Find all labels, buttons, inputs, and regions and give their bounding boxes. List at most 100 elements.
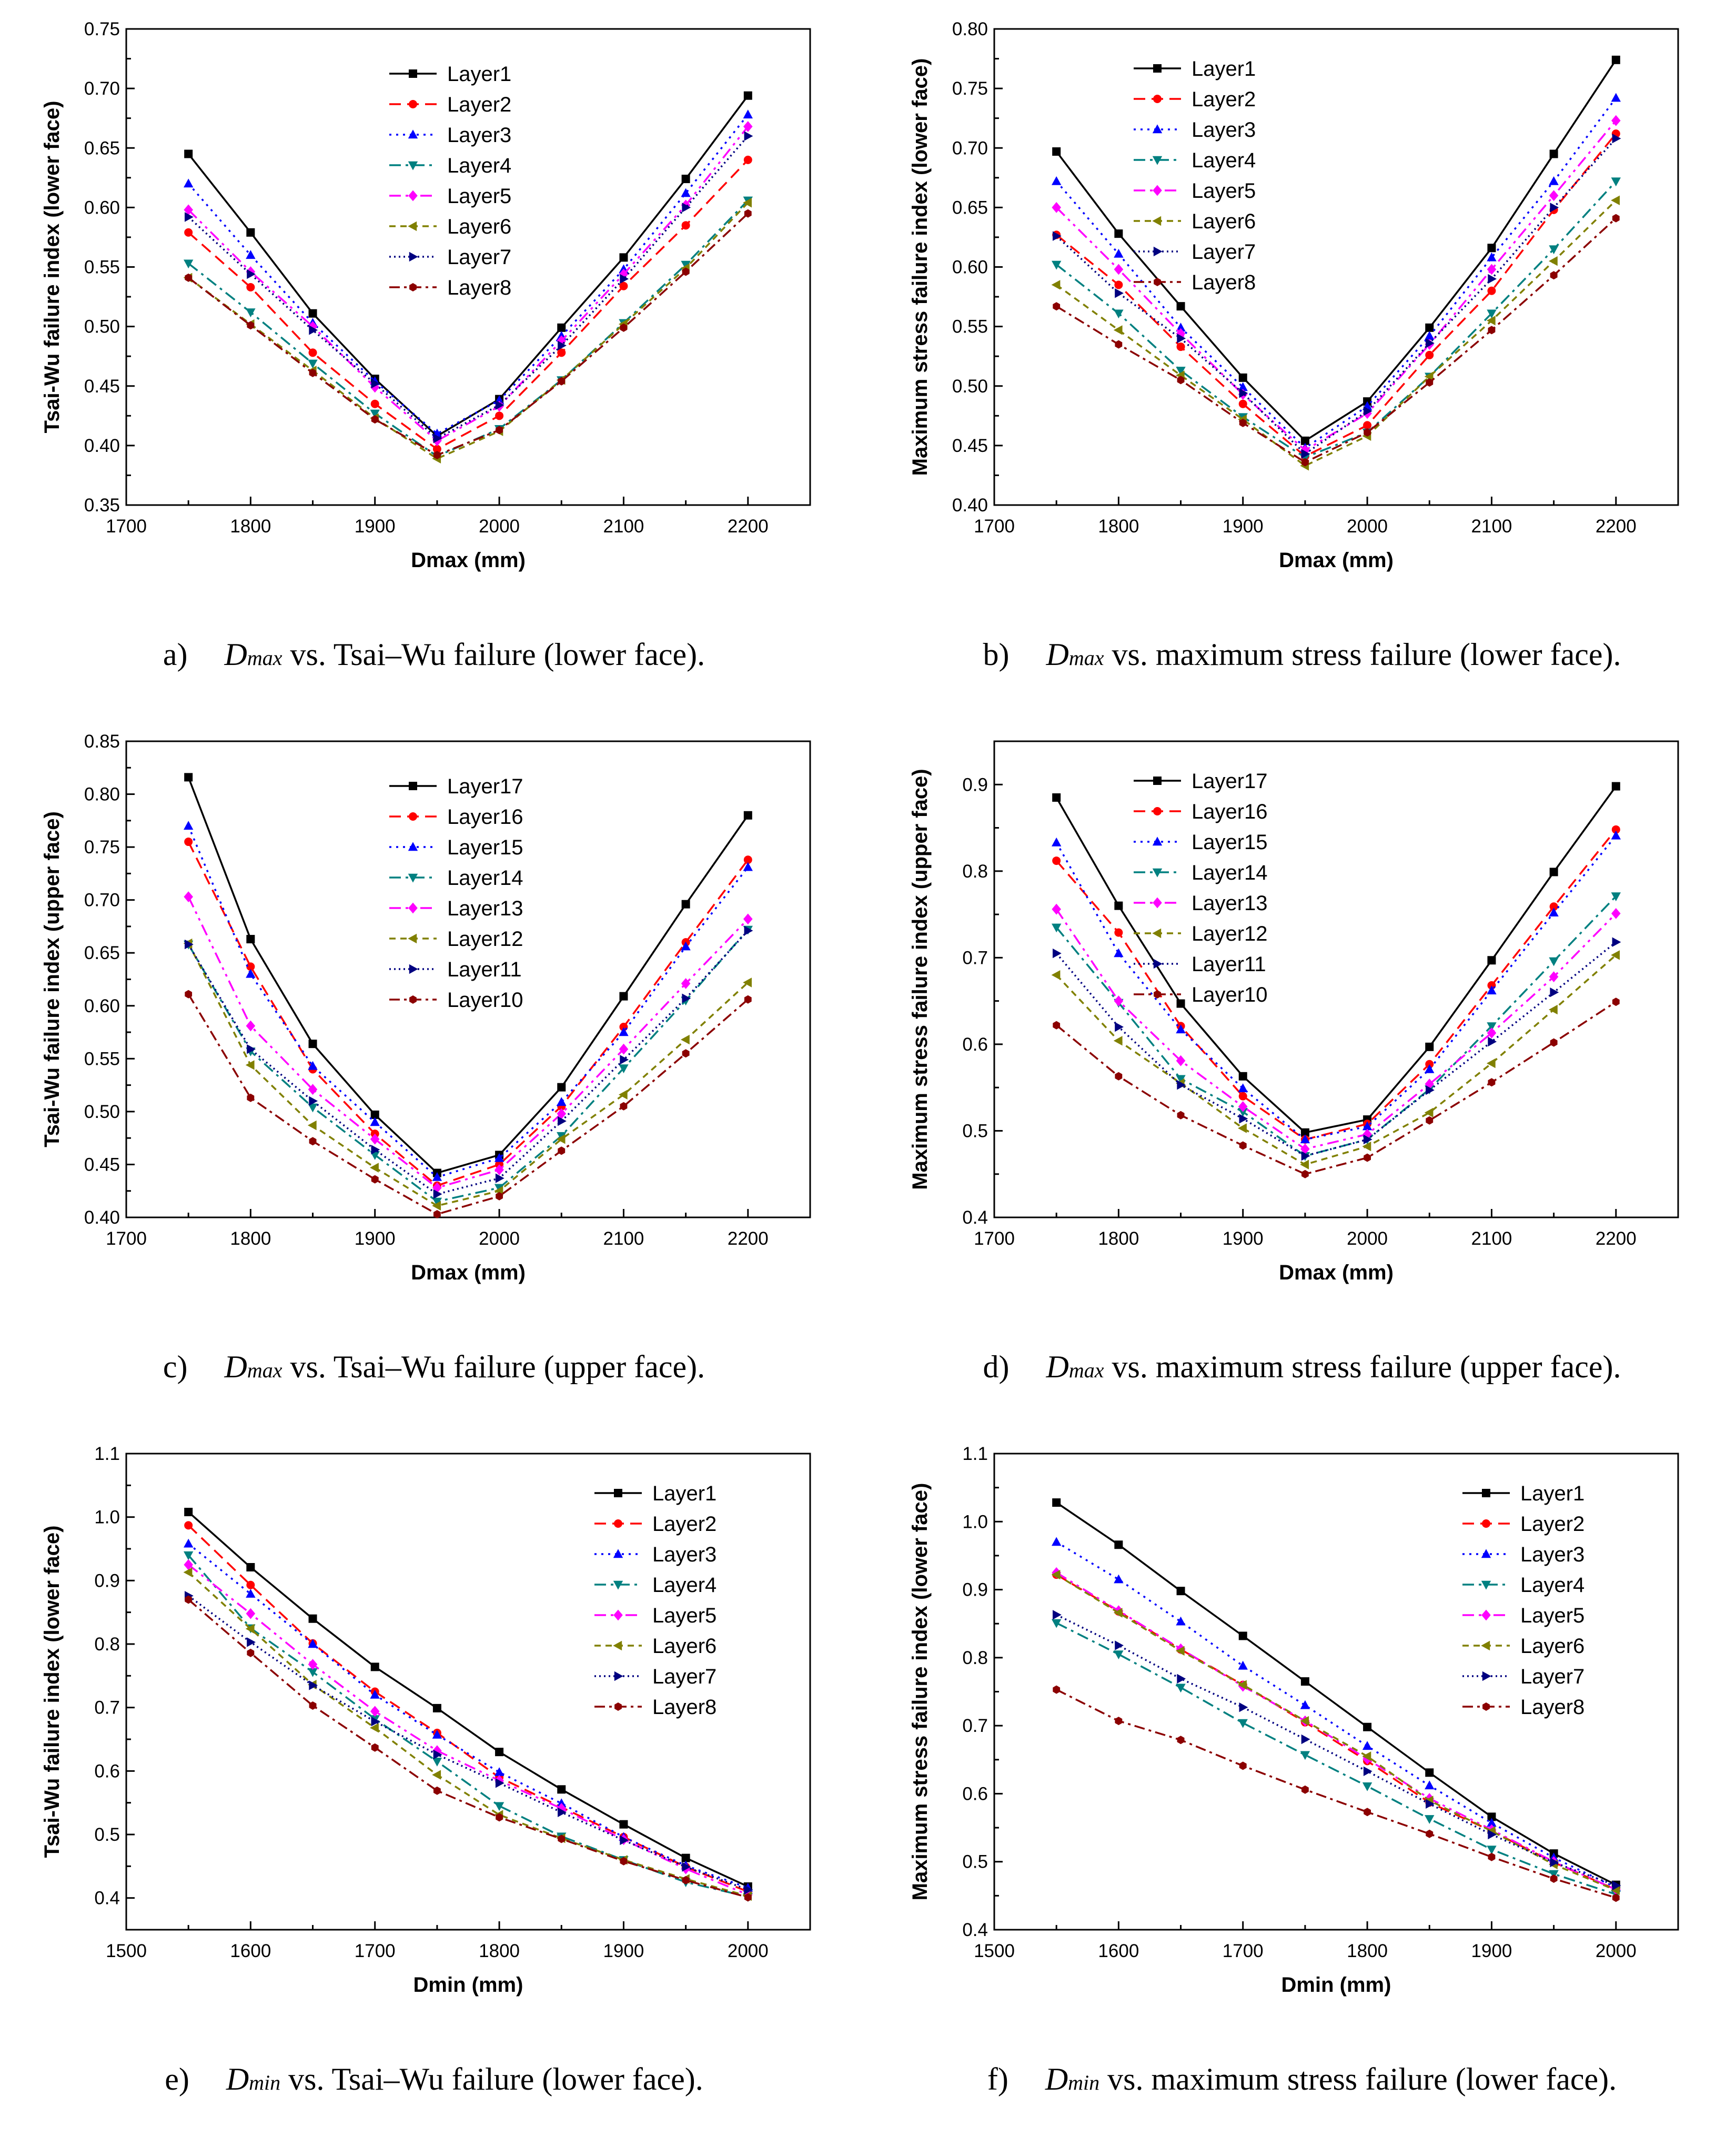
legend-marker bbox=[1482, 1519, 1490, 1528]
y-tick-label: 0.40 bbox=[952, 495, 988, 516]
legend-entry: Layer1 bbox=[1462, 1482, 1584, 1505]
y-tick-label: 1.1 bbox=[962, 1444, 988, 1464]
y-axis-title: Maximum stress failure index (lower face… bbox=[909, 1483, 932, 1901]
data-point bbox=[1426, 1829, 1434, 1838]
data-point bbox=[308, 348, 317, 357]
data-point bbox=[1426, 378, 1434, 387]
legend-entry: Layer16 bbox=[1134, 800, 1268, 823]
panel-f: 1500 1600 1700 1800 1900 2000 0.4 0.5 0.6 0.7 0.8 0… bbox=[868, 1425, 1736, 2137]
series-line bbox=[1055, 909, 1617, 1150]
caption-text: vs. Tsai–Wu failure (upper face). bbox=[282, 1349, 705, 1384]
series-layer15 bbox=[1052, 830, 1621, 1144]
legend-marker bbox=[1152, 156, 1163, 165]
data-point bbox=[1364, 1808, 1371, 1817]
legend-entry: Layer6 bbox=[1134, 210, 1256, 233]
series-line bbox=[188, 213, 749, 456]
legend-entry: Layer3 bbox=[389, 124, 511, 147]
data-point bbox=[433, 434, 442, 443]
data-point bbox=[370, 1117, 380, 1126]
legend-entry: Layer3 bbox=[1462, 1543, 1584, 1566]
data-point bbox=[309, 1701, 317, 1710]
y-tick-label: 0.4 bbox=[962, 1207, 988, 1228]
data-point bbox=[681, 941, 691, 951]
legend-label: Layer6 bbox=[1192, 210, 1256, 233]
y-tick-label: 0.65 bbox=[84, 138, 120, 158]
data-point bbox=[1611, 782, 1620, 791]
caption-text: vs. Tsai–Wu failure (lower face). bbox=[282, 637, 705, 672]
legend-label: Layer5 bbox=[1520, 1604, 1584, 1627]
data-point bbox=[1301, 449, 1310, 459]
y-axis-title: Tsai-Wu failure index (lower face) bbox=[41, 101, 64, 434]
data-point bbox=[371, 379, 380, 389]
series-line bbox=[187, 777, 749, 1174]
data-point bbox=[246, 1020, 256, 1032]
data-point bbox=[246, 1580, 255, 1589]
series-line bbox=[1056, 1001, 1617, 1175]
data-point bbox=[681, 1853, 690, 1862]
series-line bbox=[187, 95, 749, 437]
series-line bbox=[1056, 199, 1617, 467]
legend-label: Layer2 bbox=[1192, 88, 1256, 111]
data-point bbox=[494, 1153, 504, 1162]
data-point bbox=[1114, 1650, 1124, 1659]
x-axis-title: Dmin (mm) bbox=[1281, 1973, 1391, 1997]
data-point bbox=[1425, 323, 1434, 332]
data-point bbox=[1549, 908, 1559, 916]
caption-label: a) bbox=[163, 637, 188, 672]
series-line bbox=[188, 1564, 749, 1896]
data-point bbox=[1238, 1719, 1248, 1728]
series-line bbox=[188, 1599, 749, 1899]
data-point bbox=[1239, 1702, 1248, 1712]
caption-subscript: max bbox=[1068, 646, 1104, 670]
legend-label: Layer8 bbox=[1192, 271, 1256, 294]
x-tick-label: 1900 bbox=[1223, 516, 1264, 537]
data-point bbox=[1177, 1736, 1185, 1745]
data-point bbox=[1052, 903, 1061, 915]
x-axis-title: Dmax (mm) bbox=[1279, 1261, 1394, 1284]
data-point bbox=[1239, 1141, 1247, 1150]
caption-text: vs. maximum stress failure (lower face). bbox=[1104, 637, 1621, 672]
data-point bbox=[432, 1172, 442, 1181]
legend-entry: Layer4 bbox=[1462, 1574, 1584, 1597]
legend-entry: Layer4 bbox=[594, 1574, 716, 1597]
x-axis-title: Dmax (mm) bbox=[411, 1261, 526, 1284]
legend-label: Layer3 bbox=[652, 1543, 716, 1566]
data-point bbox=[1176, 1684, 1186, 1693]
series-line bbox=[187, 943, 749, 1207]
data-point bbox=[1612, 937, 1621, 947]
data-point bbox=[1611, 115, 1621, 126]
caption-b: b) Dmax vs. maximum stress failure (lower… bbox=[868, 637, 1736, 673]
data-point bbox=[1363, 1722, 1372, 1731]
legend-label: Layer11 bbox=[447, 958, 522, 981]
data-point bbox=[743, 91, 752, 100]
data-point bbox=[1611, 830, 1621, 840]
legend-marker bbox=[409, 812, 417, 821]
data-point bbox=[432, 1745, 442, 1757]
data-point bbox=[433, 1786, 441, 1795]
x-tick-label: 1600 bbox=[1098, 1941, 1139, 1961]
data-point bbox=[370, 399, 379, 408]
data-point bbox=[743, 121, 753, 132]
legend-entry: Layer17 bbox=[1134, 770, 1268, 793]
data-point bbox=[1426, 1116, 1434, 1125]
y-axis-title: Maximum stress failure index (upper face… bbox=[909, 769, 932, 1190]
caption-subscript: min bbox=[249, 2071, 281, 2094]
series-line bbox=[1056, 1541, 1617, 1889]
data-point bbox=[744, 925, 753, 936]
legend-marker bbox=[613, 1640, 622, 1651]
data-point bbox=[1052, 1498, 1061, 1507]
legend: Layer1 Layer2 Layer3 Layer4 Layer5 Layer6 Laye… bbox=[1134, 57, 1256, 294]
series-layer7 bbox=[185, 1591, 753, 1895]
data-point bbox=[743, 109, 753, 119]
data-point bbox=[1238, 1631, 1247, 1640]
legend-label: Layer16 bbox=[1192, 800, 1268, 823]
data-point bbox=[1488, 1078, 1496, 1087]
legend-entry: Layer2 bbox=[1462, 1513, 1584, 1536]
data-point bbox=[1425, 1064, 1435, 1073]
x-tick-label: 1900 bbox=[603, 1941, 644, 1961]
data-point bbox=[681, 900, 690, 909]
legend-label: Layer6 bbox=[1520, 1635, 1584, 1658]
data-point bbox=[1301, 1785, 1309, 1794]
y-tick-label: 1.0 bbox=[962, 1511, 988, 1532]
data-point bbox=[1053, 948, 1062, 959]
